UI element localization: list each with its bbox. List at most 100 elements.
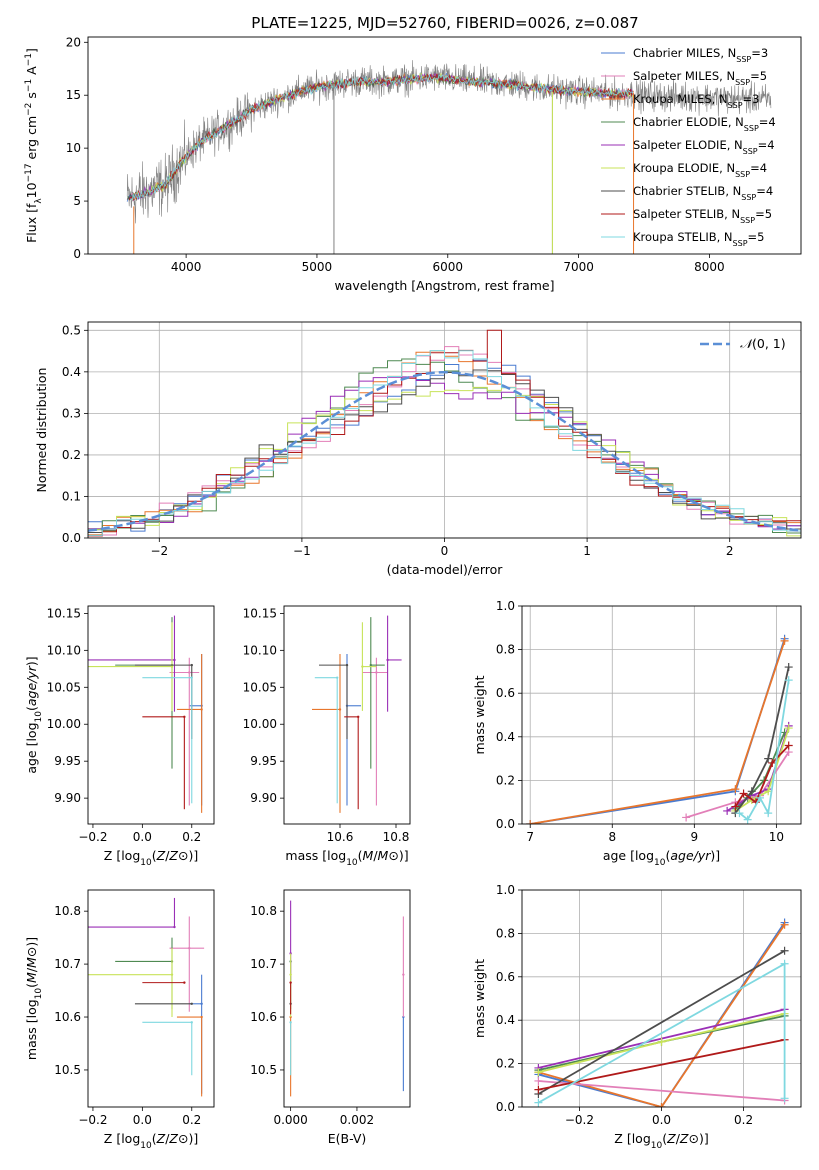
point-kroupa_stelib	[190, 676, 193, 679]
y-tick-label: 0.2	[496, 773, 515, 787]
x-axis-label: age [log10(age/yr)]	[603, 848, 720, 868]
mass_weight_vs_Z-panel: −0.2 0.0 0.20.00.20.40.60.81.0Z [log10(Z/Z…	[472, 883, 802, 1151]
x-axis-label: wavelength [Angstrom, rest frame]	[334, 278, 554, 293]
point-salpeter_elodie	[386, 658, 389, 662]
legend-suffix: =4	[759, 115, 776, 129]
marker-kroupa_miles	[780, 920, 789, 929]
y-tick-label: 10.10	[243, 643, 277, 657]
x-axis-label: (data-model)/error	[387, 562, 504, 577]
y-tick-label: 10.6	[250, 1010, 277, 1024]
data-spectrum-line	[126, 60, 772, 224]
label-part: M	[24, 957, 39, 968]
label-part: Z	[156, 1131, 166, 1146]
y-tick-label: 10.5	[54, 1063, 81, 1077]
marker-chabrier_stelib	[784, 663, 793, 672]
label-part: /	[24, 967, 39, 972]
legend-label: Salpeter MILES, N	[633, 69, 735, 83]
marker-kroupa_stelib	[743, 815, 752, 824]
x-axis-label: E(B-V)	[328, 1131, 367, 1146]
y-tick-label: 1.0	[496, 599, 515, 613]
label-part: 10	[651, 1141, 663, 1151]
label-part: M	[378, 848, 389, 863]
axes-frame	[87, 889, 215, 1108]
point-kroupa_elodie	[170, 665, 174, 668]
legend-entry-salpeter_elodie: Salpeter ELODIE, NSSP=4	[633, 138, 775, 156]
y-tick-label: 10.6	[54, 1010, 81, 1024]
marker-kroupa_miles	[731, 785, 740, 794]
label-part: ⊙)]	[178, 1131, 198, 1146]
marker-kroupa_stelib	[764, 809, 773, 818]
x-tick-label: 0.2	[734, 1113, 753, 1127]
y-tick-label: 0.4	[496, 730, 515, 744]
y-tick-label: 9.95	[250, 754, 277, 768]
marker-salpeter_miles	[682, 813, 691, 822]
x-tick-label: 0.2	[182, 1113, 201, 1127]
x-tick-label: 0.0	[652, 1113, 671, 1127]
x-tick-label: 5000	[302, 260, 333, 274]
label-part: Normed distribution	[34, 368, 49, 493]
x-tick-label: 9	[691, 830, 699, 844]
histogram-salpeter_elodie	[88, 376, 801, 530]
x-tick-label: −0.2	[565, 1113, 594, 1127]
normal-args: (0, 1)	[752, 336, 786, 351]
label-part: Z [	[104, 1131, 121, 1146]
point-kroupa_miles	[200, 708, 203, 711]
marker-kroupa_stelib	[534, 1098, 543, 1107]
marker-salpeter_stelib	[731, 802, 740, 811]
label-part: A	[24, 66, 39, 79]
model-spectrum-kroupa_stelib	[131, 73, 634, 201]
y-tick-label: 10.7	[54, 957, 81, 971]
point-kroupa_elodie	[170, 973, 174, 976]
marker-salpeter_stelib	[784, 741, 793, 750]
label-part: )]	[710, 848, 720, 863]
y-tick-label: 10.10	[47, 643, 81, 657]
axes-frame	[521, 889, 802, 1108]
age_vs_Z-panel: −0.2 0.0 0.2 9.90 9.95 10.00 10.05 10.10 10.15 Z …	[24, 605, 215, 868]
label-part: λ	[34, 198, 44, 204]
axes-frame	[283, 605, 411, 825]
y-tick-label: 10.00	[243, 717, 277, 731]
y-tick-label: 0.0	[496, 817, 515, 831]
label-part: −1	[24, 79, 34, 92]
age_vs_mass-plot-area	[312, 615, 402, 813]
label-part: (	[665, 848, 670, 863]
point-salpeter_stelib	[183, 715, 186, 719]
x-axis-label: Z [log10(Z/Z⊙)]	[104, 848, 198, 868]
point-chabrier_stelib	[190, 663, 193, 667]
line-chabrier_elodie	[734, 732, 786, 810]
legend-sub: SSP	[735, 78, 750, 87]
mass_vs_Z-plot-area	[88, 897, 205, 1097]
label-part: age/yr	[24, 665, 39, 706]
point-kroupa_elodie	[361, 665, 364, 668]
point-kroupa_miles	[200, 1015, 203, 1019]
point-chabrier_elodie	[369, 663, 372, 667]
x-axis-label: Z [log10(Z/Z⊙)]	[104, 1131, 198, 1151]
marker-kroupa_stelib	[755, 793, 764, 802]
marker-chabrier_stelib	[747, 787, 756, 796]
label-part: log	[327, 848, 346, 863]
x-tick-label: 0.0	[133, 830, 152, 844]
legend-sub: SSP	[733, 239, 748, 248]
histogram-kroupa_elodie	[88, 386, 801, 537]
line-salpeter_stelib	[538, 1038, 785, 1091]
label-part: Z [	[104, 848, 121, 863]
y-tick-label: 15	[66, 88, 81, 102]
legend-entry-salpeter_stelib: Salpeter STELIB, NSSP=5	[633, 207, 772, 225]
label-part: (	[358, 848, 363, 863]
point-kroupa_miles	[338, 708, 342, 711]
marker-kroupa_stelib	[780, 959, 789, 968]
label-part: (	[152, 848, 157, 863]
y-tick-label: 1.0	[496, 883, 515, 897]
label-part: 10	[24, 182, 39, 198]
point-kroupa_elodie	[289, 973, 292, 976]
x-tick-label: 2	[726, 544, 734, 558]
figure-title: PLATE=1225, MJD=52760, FIBERID=0026, z=0…	[251, 14, 638, 32]
x-tick-label: 0.0	[133, 1113, 152, 1127]
legend-label: Chabrier ELODIE, N	[633, 115, 744, 129]
x-tick-label: 8	[608, 830, 616, 844]
label-part: age [	[603, 848, 635, 863]
histogram-kroupa_stelib	[88, 350, 801, 536]
label-part: age/yr	[670, 848, 711, 863]
y-tick-label: 10.8	[250, 904, 277, 918]
label-part: s	[24, 92, 39, 103]
